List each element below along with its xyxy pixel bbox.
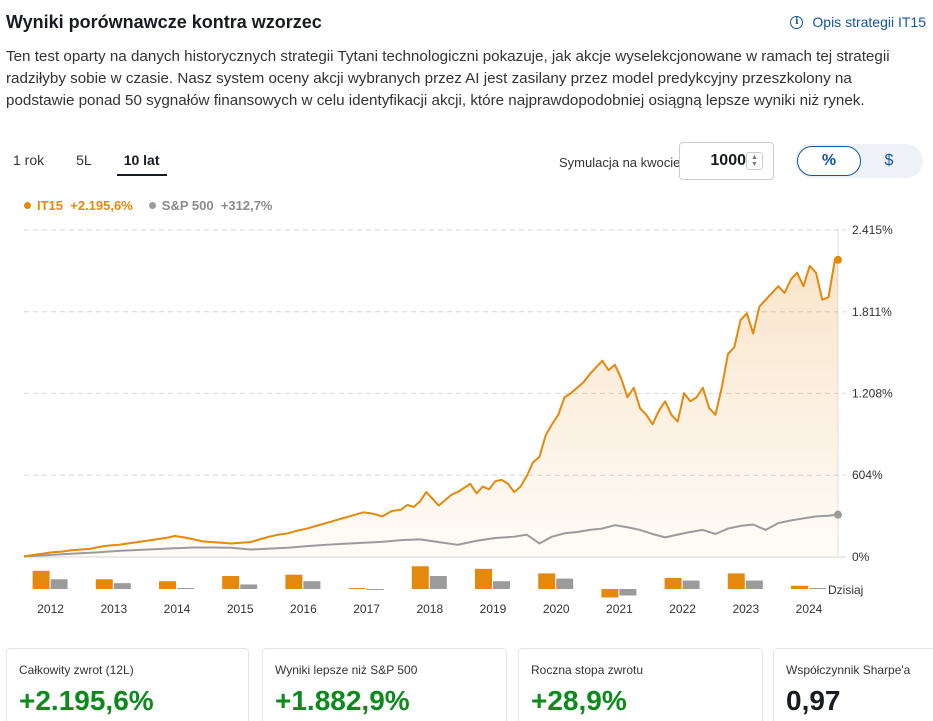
y-tick-label: 1.208% [852,386,893,400]
stat-card-outperformance: Wyniki lepsze niż S&P 500 +1.882,9% [262,648,507,721]
year-label: 2023 [732,602,759,616]
annual-bar-sp500 [113,583,131,589]
year-label: 2013 [100,602,127,616]
stat-label: Całkowity zwrot (12L) [19,663,134,677]
y-tick-label: 2.415% [852,223,893,237]
y-tick-label: 0% [852,550,870,564]
it15-area [24,259,838,557]
simulation-amount-input[interactable] [680,143,746,179]
year-label: 2020 [543,602,570,616]
y-tick-label: 1.811% [852,305,892,319]
year-label: 2019 [480,602,507,616]
annual-bar-it15 [32,570,50,589]
annual-bar-sp500 [303,581,321,589]
legend-dot-it15 [24,202,31,209]
stat-value: +28,9% [531,685,627,716]
stat-label: Wyniki lepsze niż S&P 500 [275,663,418,677]
annual-bar-sp500 [682,580,700,589]
annual-bar-it15 [664,577,682,589]
chevron-up-icon: ▲ [751,154,758,161]
info-icon: i [790,15,804,29]
annual-bar-it15 [95,579,113,589]
simulation-amount-box: ▲ ▼ [679,142,774,180]
y-tick-label: 604% [852,468,883,482]
annual-bar-it15 [538,573,556,589]
simulation-label: Symulacja na kwocie [559,155,681,170]
year-label: 2021 [606,602,633,616]
chart-legend: IT15 +2.195,6% S&P 500 +312,7% [24,198,289,213]
year-label: 2016 [290,602,317,616]
annual-bar-it15 [348,588,366,589]
stats-cards: Całkowity zwrot (12L) +2.195,6% Wyniki l… [6,648,933,721]
year-label: 2015 [227,602,254,616]
stat-card-sharpe: Współczynnik Sharpe'a 0,97 [773,648,933,721]
legend-value-sp500: +312,7% [220,198,273,213]
annual-bar-it15 [411,566,429,589]
annual-bar-it15 [475,568,492,589]
it15-line [23,258,838,558]
annual-bar-sp500 [50,579,68,589]
dollar-toggle-button[interactable]: $ [884,152,894,169]
period-tabs: 1 rok 5L 10 lat [6,148,185,178]
stat-value: +1.882,9% [275,685,410,716]
strategy-link-label: Opis strategii IT15 [812,14,926,30]
annual-bar-it15 [285,574,303,589]
annual-bar-sp500 [429,576,447,589]
unit-toggle: % $ [795,144,923,178]
stat-label: Współczynnik Sharpe'a [786,663,911,677]
legend-sp500[interactable]: S&P 500 +312,7% [148,198,273,213]
annual-bar-sp500 [240,584,258,589]
stat-value: 0,97 [786,685,841,716]
annual-bar-it15 [159,581,176,589]
chevron-down-icon: ▼ [751,161,758,168]
annual-bar-it15 [791,585,808,589]
year-label: 2018 [416,602,443,616]
stat-card-total-return: Całkowity zwrot (12L) +2.195,6% [6,648,249,721]
annual-bar-sp500 [809,588,826,589]
it15-end-point [834,255,842,264]
stat-card-annual-return: Roczna stopa zwrotu +28,9% [518,648,763,721]
annual-bar-it15 [727,573,745,589]
year-label: 2012 [37,602,64,616]
header: Wyniki porównawcze kontra wzorzec i Opis… [6,10,926,36]
annual-bar-it15 [601,589,619,598]
annual-bar-sp500 [745,580,763,589]
legend-name-sp500: S&P 500 [161,198,214,213]
today-label: Dzisiaj [828,583,863,597]
legend-dot-sp500 [148,202,156,209]
performance-chart: 2.415% 1.811% 1.208% 604% 0% 2012 2013 2014 2015… [23,223,893,616]
annual-bar-sp500 [366,589,384,590]
year-label: 2014 [164,602,191,616]
annual-bar-sp500 [493,581,510,589]
year-label: 2017 [353,602,380,616]
annual-bar-it15 [222,576,240,589]
strategy-description: Ten test oparty na danych historycznych … [6,48,890,109]
amount-stepper[interactable]: ▲ ▼ [746,152,763,170]
sp500-line [23,513,839,558]
year-label: 2022 [669,602,696,616]
tab-1-year[interactable]: 1 rok [13,152,45,168]
stat-value: +2.195,6% [19,685,154,716]
year-label: 2024 [796,602,823,616]
percent-toggle-button[interactable]: % [797,146,861,176]
tab-10-years[interactable]: 10 lat [116,148,167,176]
annual-bar-sp500 [619,589,637,596]
page-title: Wyniki porównawcze kontra wzorzec [6,12,322,32]
legend-it15[interactable]: IT15 +2.195,6% [24,198,133,213]
annual-bar-sp500 [177,588,194,589]
legend-value-it15: +2.195,6% [70,198,133,213]
stat-label: Roczna stopa zwrotu [531,663,644,677]
annual-bar-sp500 [556,578,574,589]
legend-name-it15: IT15 [37,198,64,213]
sp500-end-point [834,510,842,519]
tab-5-years[interactable]: 5L [76,152,92,168]
strategy-description-link[interactable]: i Opis strategii IT15 [790,14,926,30]
